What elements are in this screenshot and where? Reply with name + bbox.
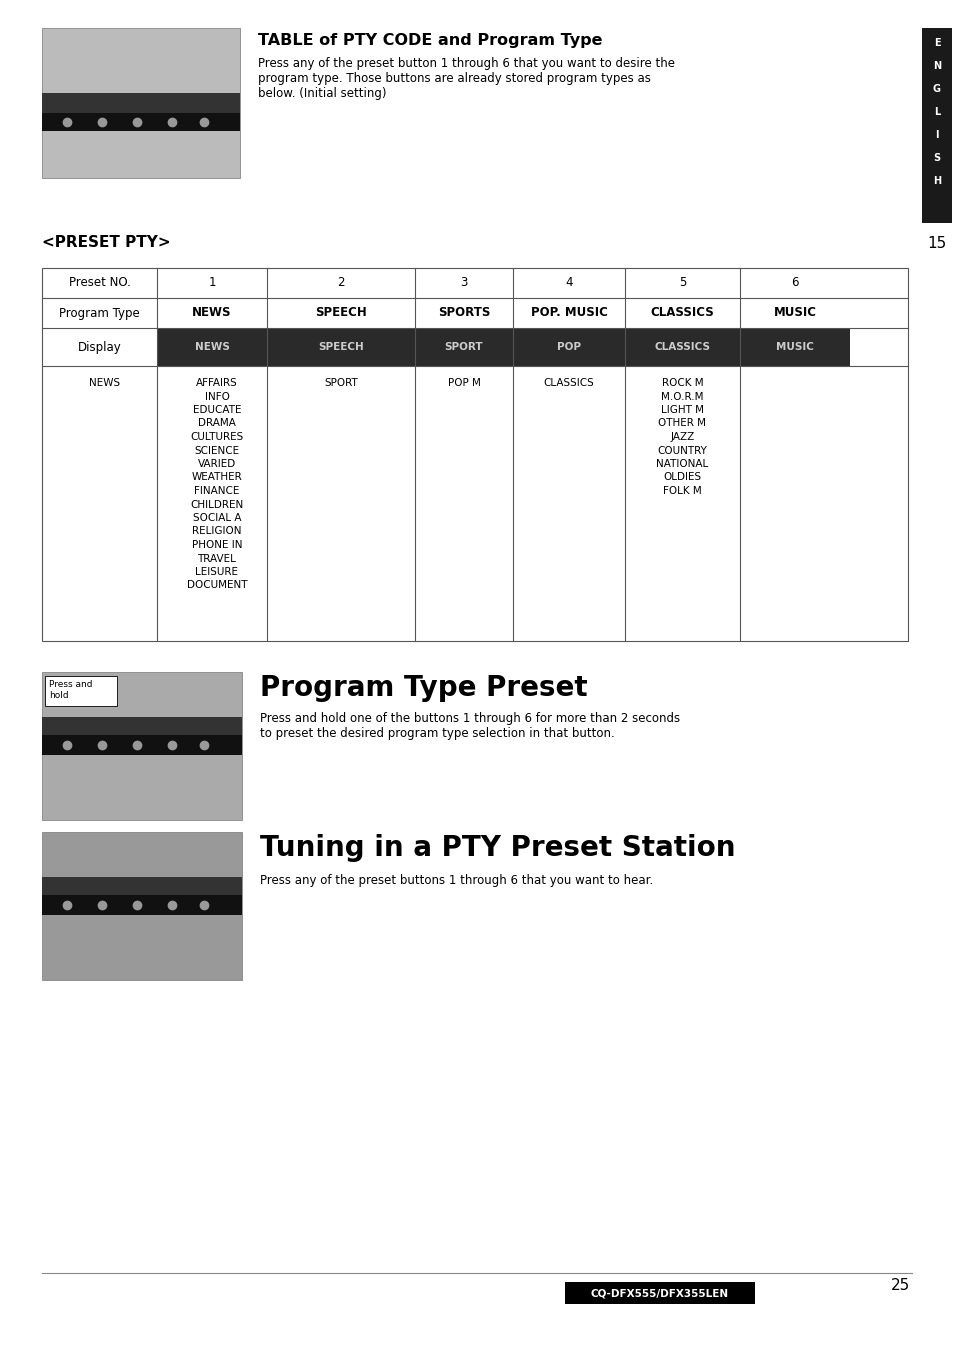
Text: AFFAIRS: AFFAIRS — [196, 378, 237, 389]
Text: G: G — [932, 84, 940, 94]
Text: NATIONAL: NATIONAL — [656, 459, 708, 469]
FancyBboxPatch shape — [42, 672, 242, 820]
Text: E: E — [933, 38, 940, 49]
FancyBboxPatch shape — [624, 328, 740, 366]
Text: 4: 4 — [565, 277, 572, 290]
Text: VARIED: VARIED — [197, 459, 236, 469]
Text: POP: POP — [557, 343, 580, 352]
Text: L: L — [933, 107, 939, 117]
Text: CQ-DFX555/DFX355LEN: CQ-DFX555/DFX355LEN — [590, 1288, 728, 1298]
Text: to preset the desired program type selection in that button.: to preset the desired program type selec… — [260, 727, 614, 741]
Text: SCIENCE: SCIENCE — [194, 445, 239, 456]
Text: OLDIES: OLDIES — [662, 472, 700, 483]
Text: H: H — [932, 175, 940, 186]
Text: hold: hold — [49, 691, 69, 700]
Text: SPEECH: SPEECH — [317, 343, 363, 352]
FancyBboxPatch shape — [42, 894, 242, 915]
FancyBboxPatch shape — [42, 832, 242, 979]
Text: TRAVEL: TRAVEL — [197, 553, 236, 564]
Text: TABLE of PTY CODE and Program Type: TABLE of PTY CODE and Program Type — [257, 32, 602, 49]
Text: below. (Initial setting): below. (Initial setting) — [257, 86, 386, 100]
Text: <PRESET PTY>: <PRESET PTY> — [42, 235, 171, 250]
FancyBboxPatch shape — [267, 328, 415, 366]
Text: 2: 2 — [337, 277, 344, 290]
FancyBboxPatch shape — [513, 328, 624, 366]
Text: CLASSICS: CLASSICS — [543, 378, 594, 389]
Text: DRAMA: DRAMA — [198, 418, 235, 429]
Text: NEWS: NEWS — [194, 343, 230, 352]
Text: CULTURES: CULTURES — [191, 432, 243, 442]
FancyBboxPatch shape — [42, 28, 240, 178]
Text: JAZZ: JAZZ — [670, 432, 694, 442]
Text: S: S — [932, 152, 940, 163]
FancyBboxPatch shape — [42, 735, 242, 755]
Text: COUNTRY: COUNTRY — [657, 445, 707, 456]
FancyBboxPatch shape — [157, 328, 267, 366]
Text: CHILDREN: CHILDREN — [191, 499, 243, 510]
Text: Press any of the preset button 1 through 6 that you want to desire the: Press any of the preset button 1 through… — [257, 57, 675, 70]
Text: INFO: INFO — [204, 391, 230, 402]
Text: SPORTS: SPORTS — [437, 306, 490, 320]
Text: 1: 1 — [208, 277, 215, 290]
Text: Program Type Preset: Program Type Preset — [260, 674, 587, 701]
FancyBboxPatch shape — [42, 877, 242, 912]
Text: MUSIC: MUSIC — [775, 343, 813, 352]
Text: 6: 6 — [790, 277, 798, 290]
Text: Program Type: Program Type — [59, 306, 140, 320]
Text: 25: 25 — [890, 1278, 909, 1292]
FancyBboxPatch shape — [921, 28, 951, 223]
Text: SPORT: SPORT — [444, 343, 483, 352]
Text: SOCIAL A: SOCIAL A — [193, 513, 241, 523]
Text: NEWS: NEWS — [89, 378, 120, 389]
FancyBboxPatch shape — [42, 718, 242, 751]
Text: MUSIC: MUSIC — [773, 306, 816, 320]
Text: FOLK M: FOLK M — [662, 486, 701, 496]
Text: WEATHER: WEATHER — [192, 472, 242, 483]
FancyBboxPatch shape — [564, 1282, 754, 1304]
Text: 3: 3 — [460, 277, 467, 290]
Text: 5: 5 — [679, 277, 685, 290]
Text: Press and: Press and — [49, 680, 92, 689]
FancyBboxPatch shape — [740, 328, 849, 366]
Text: NEWS: NEWS — [193, 306, 232, 320]
FancyBboxPatch shape — [42, 113, 240, 131]
Text: Display: Display — [77, 340, 121, 353]
Text: 15: 15 — [926, 236, 945, 251]
Text: CLASSICS: CLASSICS — [650, 306, 714, 320]
Text: Tuning in a PTY Preset Station: Tuning in a PTY Preset Station — [260, 834, 735, 862]
Text: M.O.R.M: M.O.R.M — [660, 391, 703, 402]
Text: Press and hold one of the buttons 1 through 6 for more than 2 seconds: Press and hold one of the buttons 1 thro… — [260, 712, 679, 724]
Text: RELIGION: RELIGION — [193, 526, 241, 537]
Text: N: N — [932, 61, 940, 71]
Text: EDUCATE: EDUCATE — [193, 405, 241, 415]
Text: CLASSICS: CLASSICS — [654, 343, 710, 352]
Text: POP M: POP M — [447, 378, 480, 389]
FancyBboxPatch shape — [45, 676, 117, 706]
Text: Preset NO.: Preset NO. — [69, 277, 131, 290]
Text: OTHER M: OTHER M — [658, 418, 706, 429]
FancyBboxPatch shape — [415, 328, 513, 366]
Text: PHONE IN: PHONE IN — [192, 540, 242, 550]
Text: ROCK M: ROCK M — [661, 378, 702, 389]
Text: I: I — [934, 130, 938, 140]
Text: LEISURE: LEISURE — [195, 567, 238, 577]
Text: SPEECH: SPEECH — [314, 306, 367, 320]
Text: Press any of the preset buttons 1 through 6 that you want to hear.: Press any of the preset buttons 1 throug… — [260, 874, 653, 888]
Text: program type. Those buttons are already stored program types as: program type. Those buttons are already … — [257, 71, 650, 85]
Text: DOCUMENT: DOCUMENT — [187, 580, 247, 591]
Text: FINANCE: FINANCE — [194, 486, 239, 496]
Text: POP. MUSIC: POP. MUSIC — [530, 306, 607, 320]
Text: LIGHT M: LIGHT M — [660, 405, 703, 415]
FancyBboxPatch shape — [42, 93, 240, 128]
Text: SPORT: SPORT — [324, 378, 357, 389]
